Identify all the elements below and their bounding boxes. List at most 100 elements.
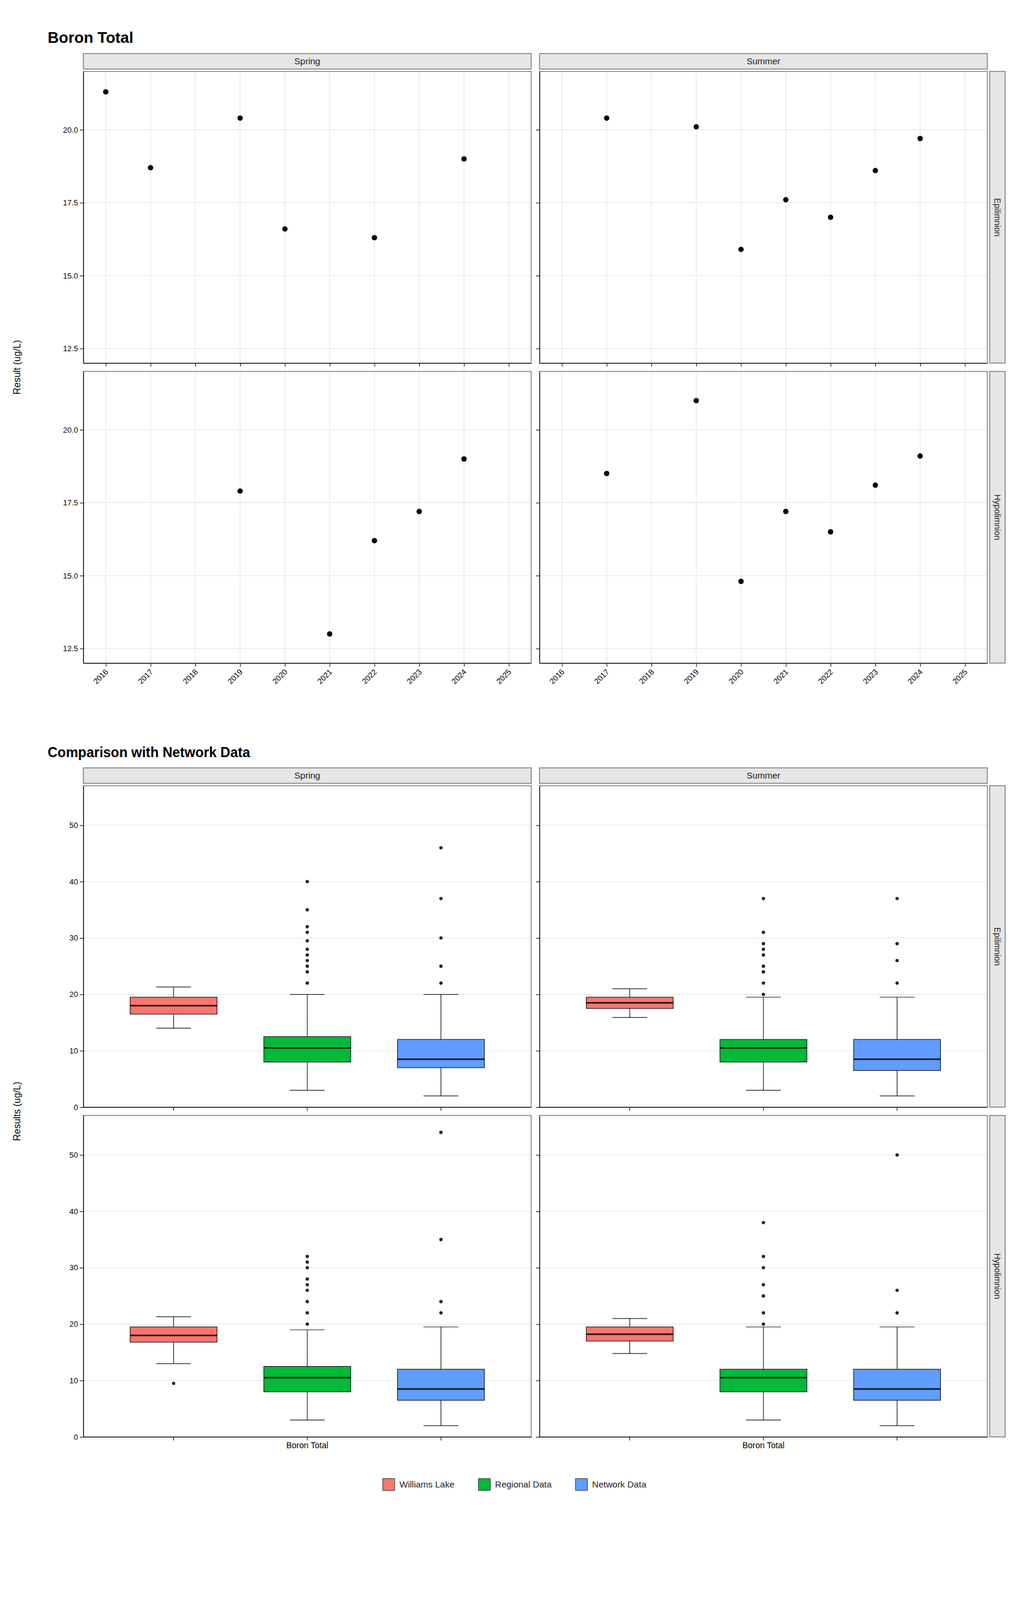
y-axis [535,786,541,1109]
outlier [305,1261,310,1265]
legend-swatch [382,1479,395,1492]
y-tick-line [535,1107,540,1109]
whisker-cap-high [156,1317,191,1318]
whisker-high [306,1330,308,1368]
x-tick-label: 2018 [181,667,200,686]
x-tick-label: 2025 [950,667,969,686]
outlier [439,1238,444,1243]
marks [603,398,923,585]
x-tick [763,1107,765,1112]
y-tick [535,429,540,431]
row-strip: Epilimnion [989,786,1006,1108]
row-strip: Hypolimnion [989,1115,1006,1438]
strip-background [539,53,988,70]
y-tick-label: 20 [69,1320,79,1330]
y-tick: 12.5 [63,644,84,654]
grid-line-x [463,371,465,664]
y-tick-label: 10 [69,1046,79,1056]
y-tick-label: 40 [69,877,79,887]
y-tick-label: 0 [73,1103,79,1113]
panel-frame [83,1115,532,1438]
y-tick-line [79,275,84,277]
strip-background [989,371,1006,664]
box-body [263,1037,351,1063]
y-tick [535,1155,540,1156]
x-tick-label: 2024 [449,667,469,686]
strip-background [83,53,532,70]
outlier [761,1311,766,1316]
column-strip-label: Summer [746,55,781,67]
scatter-point [147,164,154,171]
x-tick: 2022 [816,663,835,686]
grid [539,825,988,1108]
x-axis: Boron Total [83,1437,532,1451]
x-tick-line [920,663,921,667]
panel [535,71,988,367]
x-axis [83,1107,532,1112]
x-tick-line [875,363,876,367]
whisker-high [896,1327,898,1370]
x-tick [786,363,787,367]
scatter-point [282,226,288,232]
scatter-point [461,456,467,463]
y-tick-label: 15.0 [63,271,79,281]
y-tick: 10 [69,1046,84,1056]
y-tick: 10 [69,1376,84,1386]
panel: 12.515.017.520.0 [63,71,532,367]
x-tick-label: Boron Total [286,1441,329,1451]
x-tick: 2020 [270,663,289,686]
y-tick-label: 30 [69,933,79,943]
y-tick-line [535,1155,540,1156]
box-body [853,1039,941,1071]
x-tick [696,363,697,367]
grid-line-x [463,71,465,364]
y-tick-label: 15.0 [63,571,79,581]
grid-line-y [539,1211,988,1213]
grid-line-x [785,371,787,664]
grid-line-x [651,71,653,364]
y-tick: 15.0 [63,271,84,281]
x-tick-line [419,363,420,367]
whisker-low [762,1062,764,1091]
x-tick-line [740,363,742,367]
x-tick: 2023 [404,663,424,686]
y-tick: 40 [69,1207,84,1217]
x-tick-label: 2023 [861,667,880,686]
grid-line-y [83,1211,532,1213]
x-tick: 2023 [861,663,880,686]
y-tick [535,1211,540,1213]
outlier [895,959,900,963]
panel-frame [539,371,988,664]
box [130,987,218,1029]
x-tick [740,363,742,367]
box [719,1221,807,1421]
x-tick-line [440,1107,442,1112]
legend-label: Network Data [591,1479,647,1490]
grid-line-x [875,71,876,364]
y-tick-line [79,203,84,204]
outlier [761,931,766,935]
x-tick-label: 2022 [360,667,379,686]
y-axis-title: Results (ug/L) [11,1081,23,1142]
grid-line-x [508,71,510,364]
y-axis: 12.515.017.520.0 [63,372,84,664]
x-tick [830,363,832,367]
box [586,1319,674,1355]
x-tick-label: 2020 [726,667,745,686]
marks [586,1154,941,1427]
y-tick-line [535,429,540,431]
box-body [586,1327,674,1342]
panel-frame [539,1115,988,1438]
x-tick [150,363,152,367]
y-tick-line [79,825,84,826]
panel: 01020304050Boron Total [69,1115,532,1451]
row-strip-label: Epilimnion [992,198,1003,238]
y-tick-line [79,1107,84,1109]
grid [83,825,532,1108]
whisker-low [629,1341,631,1355]
panel-background [83,71,532,364]
outlier [761,948,766,952]
x-tick-line [195,663,196,667]
x-tick [105,363,107,367]
grid-line-x [105,71,106,364]
